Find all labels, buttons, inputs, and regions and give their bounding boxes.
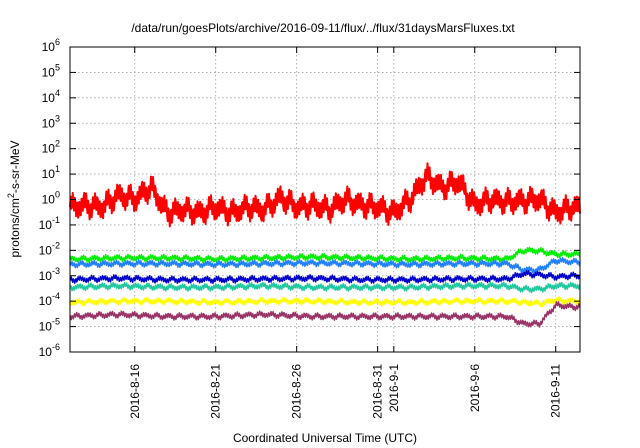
y-tick-label: 104: [42, 88, 60, 105]
series-group: [69, 162, 581, 328]
y-tick-label: 105: [42, 62, 60, 79]
x-tick-label: 2016-9-6: [468, 364, 482, 412]
series-line: [69, 162, 581, 228]
y-axis-label: protons/cm2-s-sr-MeV: [6, 140, 22, 257]
axis-ticks: [70, 46, 580, 353]
x-tick-label: 2016-9-11: [549, 364, 563, 418]
chart-title: /data/run/goesPlots/archive/2016-09-11/f…: [131, 21, 515, 35]
series-line: [69, 295, 581, 308]
series-line: [69, 257, 581, 275]
x-axis-label: Coordinated Universal Time (UTC): [233, 431, 417, 445]
y-tick-label: 10-3: [39, 266, 60, 283]
y-tick-label: 101: [42, 164, 60, 181]
y-tick-label: 10-4: [39, 291, 60, 308]
series-line: [69, 281, 581, 294]
y-tick-label: 10-5: [39, 317, 60, 334]
x-tick-label: 2016-8-31: [371, 364, 385, 419]
y-tick-label: 10-6: [39, 342, 60, 359]
x-tick-labels: 2016-8-16 2016-8-21 2016-8-26 2016-8-31 2016…: [128, 364, 563, 419]
y-tick-label: 100: [42, 190, 60, 207]
y-tick-label: 106: [42, 37, 60, 54]
series-line: [69, 301, 581, 328]
y-axis-label-post: -s-sr-MeV: [8, 140, 22, 193]
y-tick-label: 102: [42, 139, 60, 156]
y-tick-label: 103: [42, 113, 60, 130]
x-tick-label: 2016-8-26: [290, 364, 304, 419]
y-tick-label: 10-1: [39, 215, 60, 232]
y-tick-labels: 10-6 10-5 10-4 10-3 10-2 10-1 100 101 102 103 104 1…: [39, 37, 60, 359]
y-axis-label-sup: 2: [6, 193, 16, 198]
x-tick-label: 2016-9-1: [387, 364, 401, 412]
y-axis-label-pre: protons/cm: [8, 198, 22, 257]
x-tick-label: 2016-8-21: [209, 364, 223, 419]
x-tick-label: 2016-8-16: [128, 364, 142, 419]
y-tick-label: 10-2: [39, 240, 60, 257]
series-line: [69, 246, 581, 264]
series-line: [69, 269, 581, 284]
